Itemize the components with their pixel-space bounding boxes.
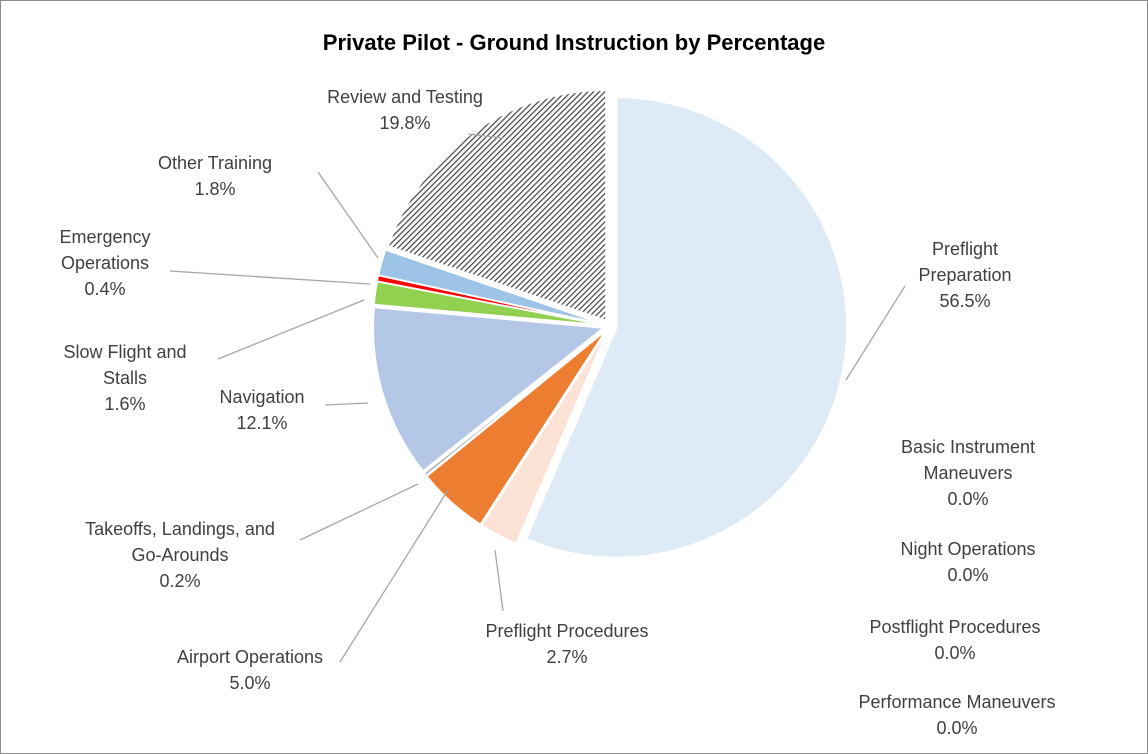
data-label: Postflight Procedures 0.0%	[825, 614, 1085, 666]
pie-slice	[387, 89, 607, 322]
value-label: 1.8%	[194, 179, 236, 199]
pie-slice	[525, 96, 848, 559]
data-label: Preflight Preparation 56.5%	[905, 236, 1025, 314]
value-label: 2.7%	[546, 647, 588, 667]
value-label: 1.6%	[104, 394, 146, 414]
data-label: Slow Flight and Stalls 1.6%	[40, 339, 210, 417]
chart-title: Private Pilot - Ground Instruction by Pe…	[322, 30, 826, 55]
value-label: 0.0%	[934, 643, 976, 663]
leader-line	[169, 270, 371, 285]
leader-line	[845, 285, 906, 381]
leader-line	[217, 299, 365, 360]
data-label: Preflight Procedures 2.7%	[437, 618, 697, 670]
leader-line	[467, 133, 504, 139]
category-label: Basic Instrument Maneuvers	[900, 437, 1036, 483]
data-label: Night Operations 0.0%	[858, 536, 1078, 588]
category-label: Slow Flight and Stalls	[63, 342, 187, 388]
category-label: Night Operations	[900, 539, 1036, 559]
value-label: 19.8%	[379, 113, 431, 133]
leader-line	[299, 483, 419, 541]
data-label: Navigation 12.1%	[192, 384, 332, 436]
value-label: 0.0%	[947, 565, 989, 585]
category-label: Takeoffs, Landings, and Go-Arounds	[85, 519, 275, 565]
leader-line	[494, 549, 504, 612]
category-label: Preflight Procedures	[485, 621, 649, 641]
data-label: Performance Maneuvers 0.0%	[817, 689, 1097, 741]
leader-line	[324, 402, 369, 406]
value-label: 5.0%	[229, 673, 271, 693]
data-label: Emergency Operations 0.4%	[40, 224, 170, 302]
leader-line	[317, 171, 379, 259]
category-label: Performance Maneuvers	[858, 692, 1056, 712]
leader-line	[339, 489, 449, 663]
value-label: 56.5%	[939, 291, 991, 311]
pie-slice	[377, 249, 604, 325]
category-label: Navigation	[219, 387, 305, 407]
data-label: Review and Testing 19.8%	[285, 84, 525, 136]
category-label: Review and Testing	[327, 87, 483, 107]
value-label: 0.2%	[159, 571, 201, 591]
data-label: Airport Operations 5.0%	[135, 644, 365, 696]
pie-slice	[425, 330, 606, 526]
pie-slice	[480, 331, 608, 545]
data-label: Takeoffs, Landings, and Go-Arounds 0.2%	[80, 516, 280, 594]
category-label: Postflight Procedures	[869, 617, 1041, 637]
data-label: Basic Instrument Maneuvers 0.0%	[868, 434, 1068, 512]
category-label: Preflight Preparation	[918, 239, 1012, 285]
value-label: 12.1%	[236, 413, 288, 433]
category-label: Airport Operations	[176, 647, 324, 667]
data-label: Other Training 1.8%	[115, 150, 315, 202]
pie-slice	[372, 306, 606, 472]
value-label: 0.4%	[84, 279, 126, 299]
category-label: Emergency Operations	[59, 227, 151, 273]
category-label: Other Training	[157, 153, 273, 173]
value-label: 0.0%	[936, 718, 978, 738]
value-label: 0.0%	[947, 489, 989, 509]
pie-slice	[423, 329, 606, 477]
